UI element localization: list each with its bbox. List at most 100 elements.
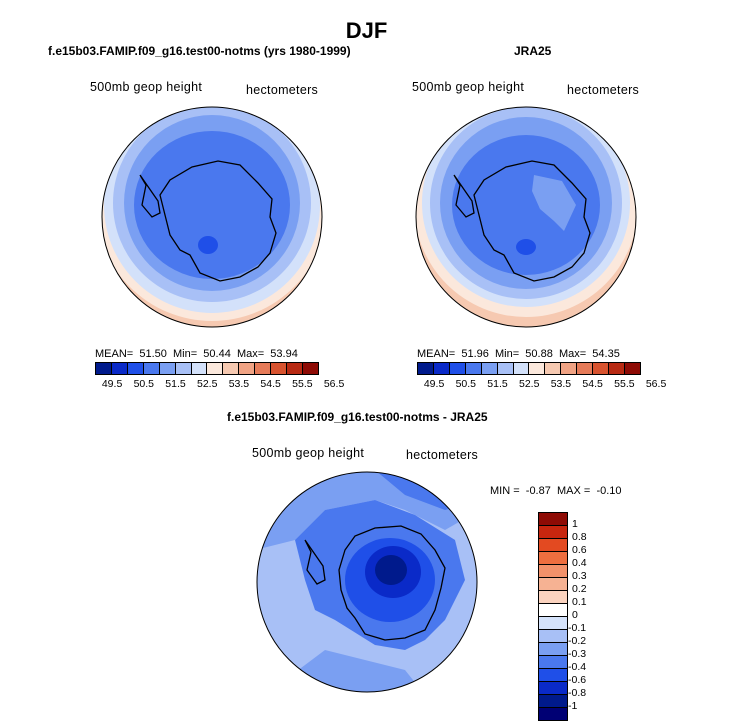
colorbar-tick-label: 53.5 <box>550 378 572 390</box>
colorbar-tick-label: 51.5 <box>487 378 508 390</box>
colorbar-tick-label: -0.2 <box>568 635 587 647</box>
colorbar-swatch <box>433 363 450 374</box>
panel2-band-5 <box>452 135 600 275</box>
panel2-units-label: hectometers <box>567 83 640 97</box>
colorbar-swatch <box>529 363 546 374</box>
colorbar-swatch <box>539 552 567 565</box>
colorbar-swatch <box>96 363 112 374</box>
colorbar-swatch <box>481 363 498 374</box>
colorbar-tick-label: 54.5 <box>260 378 281 390</box>
colorbar-tick-label: 54.5 <box>582 378 603 390</box>
colorbar-tick-label: 49.5 <box>423 378 445 390</box>
colorbar-swatch <box>465 363 482 374</box>
colorbar-swatch <box>539 708 567 720</box>
panel1-band-5 <box>134 131 290 279</box>
panel2-map <box>415 106 637 328</box>
colorbar-tick-label: -0.6 <box>568 674 587 686</box>
colorbar-swatch <box>191 363 208 374</box>
panel3-coastline <box>304 525 446 641</box>
colorbar-swatch <box>545 363 562 374</box>
colorbar-tick-label: 0.1 <box>572 596 587 608</box>
panel1-field-label: 500mb geop height <box>90 80 203 94</box>
colorbar-tick-label: 0 <box>572 609 578 621</box>
colorbar-swatch <box>223 363 240 374</box>
colorbar-tick-label: -0.8 <box>568 687 587 699</box>
colorbar-tick-label: 0.4 <box>572 557 587 569</box>
panel1-stats: MEAN= 51.50 Min= 50.44 Max= 53.94 <box>95 348 298 360</box>
colorbar-swatch <box>577 363 594 374</box>
panel1-units-label: hectometers <box>246 83 319 97</box>
colorbar-swatch <box>418 363 434 374</box>
colorbar-tick-label: 56.5 <box>323 378 345 390</box>
colorbar-swatch <box>207 363 224 374</box>
colorbar-swatch <box>175 363 192 374</box>
panel1-map-border <box>101 106 323 328</box>
panel1-title: f.e15b03.FAMIP.f09_g16.test00-notms (yrs… <box>48 44 351 58</box>
colorbar-swatch <box>539 682 567 695</box>
colorbar-swatch <box>624 363 640 374</box>
colorbar-swatch <box>111 363 128 374</box>
colorbar-swatch <box>539 630 567 643</box>
colorbar-swatch <box>539 617 567 630</box>
colorbar-swatch <box>539 604 567 617</box>
colorbar-tick-label: 52.5 <box>197 378 218 390</box>
colorbar-tick-label: 50.5 <box>133 378 154 390</box>
colorbar-tick-label: 55.5 <box>614 378 635 390</box>
main-title: DJF <box>345 18 388 43</box>
panel2-colorbar <box>417 362 641 375</box>
colorbar-swatch <box>539 565 567 578</box>
colorbar-tick-label: 56.5 <box>645 378 667 390</box>
colorbar-tick-label: -0.3 <box>568 648 587 660</box>
colorbar-swatch <box>239 363 256 374</box>
colorbar-swatch <box>302 363 318 374</box>
colorbar-tick-label: 1 <box>572 518 578 530</box>
colorbar-tick-label: 0.2 <box>572 583 587 595</box>
colorbar-swatch <box>159 363 176 374</box>
panel3-map-border <box>256 471 478 693</box>
colorbar-tick-label: 55.5 <box>292 378 313 390</box>
colorbar-swatch <box>287 363 303 374</box>
panel2-stats: MEAN= 51.96 Min= 50.88 Max= 54.35 <box>417 348 620 360</box>
panel3-units-label: hectometers <box>406 448 479 462</box>
panel2-field-label: 500mb geop height <box>412 80 525 94</box>
colorbar-swatch <box>539 591 567 604</box>
colorbar-tick-label: 50.5 <box>455 378 476 390</box>
panel1-coastline <box>139 160 277 282</box>
panel3-colorbar <box>538 512 568 721</box>
colorbar-swatch <box>539 643 567 656</box>
colorbar-tick-label: -1 <box>568 700 578 712</box>
colorbar-swatch <box>143 363 160 374</box>
colorbar-swatch <box>539 526 567 539</box>
colorbar-tick-label: 52.5 <box>519 378 540 390</box>
colorbar-swatch <box>561 363 578 374</box>
panel1-colorbar <box>95 362 319 375</box>
colorbar-swatch <box>593 363 610 374</box>
colorbar-tick-label: -0.4 <box>568 661 587 673</box>
colorbar-swatch <box>271 363 288 374</box>
colorbar-swatch <box>513 363 530 374</box>
panel1-map <box>101 106 323 328</box>
colorbar-swatch <box>539 578 567 591</box>
colorbar-swatch <box>127 363 144 374</box>
colorbar-tick-label: 0.3 <box>572 570 587 582</box>
colorbar-swatch <box>539 656 567 669</box>
panel3-title: f.e15b03.FAMIP.f09_g16.test00-notms - JR… <box>227 410 488 424</box>
panel3-field-label: 500mb geop height <box>252 446 365 460</box>
panel2-map-border <box>415 106 637 328</box>
colorbar-swatch <box>449 363 466 374</box>
panel3-stats: MIN = -0.87 MAX = -0.10 <box>490 485 622 497</box>
colorbar-tick-label: -0.1 <box>568 622 587 634</box>
colorbar-tick-label: 0.6 <box>572 544 587 556</box>
panel2-title: JRA25 <box>514 44 552 58</box>
colorbar-swatch <box>539 513 567 526</box>
colorbar-swatch <box>539 669 567 682</box>
colorbar-swatch <box>255 363 272 374</box>
panel2-band-6 <box>532 175 576 231</box>
panel1-band-6 <box>198 236 218 254</box>
colorbar-tick-label: 49.5 <box>101 378 123 390</box>
colorbar-swatch <box>539 539 567 552</box>
colorbar-tick-label: 51.5 <box>165 378 186 390</box>
colorbar-tick-label: 0.8 <box>572 531 587 543</box>
colorbar-swatch <box>609 363 625 374</box>
panel3-map <box>256 471 478 693</box>
